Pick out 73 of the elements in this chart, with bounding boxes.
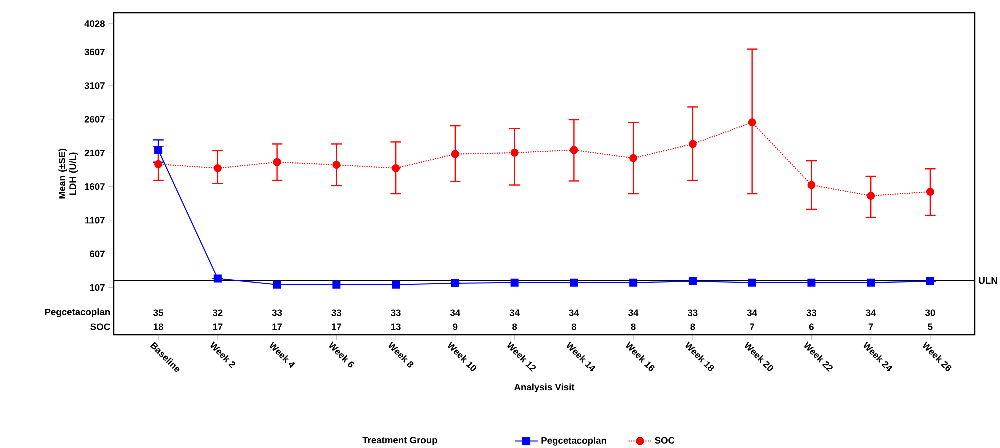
point bbox=[926, 277, 934, 286]
point bbox=[154, 146, 163, 154]
point bbox=[273, 280, 282, 289]
annotation: 33 bbox=[332, 310, 342, 316]
y-tick-label: 1607 bbox=[85, 184, 105, 190]
annotation: 9 bbox=[453, 324, 458, 330]
y-tick-label: 3107 bbox=[84, 82, 105, 90]
y-axis-title: Mean (±SE) LDH (U/L) bbox=[58, 149, 78, 199]
annotation: 8 bbox=[572, 324, 576, 330]
point bbox=[273, 158, 282, 166]
point bbox=[214, 164, 222, 172]
annotation: 34 bbox=[450, 310, 461, 316]
point bbox=[808, 181, 816, 190]
point bbox=[392, 164, 400, 172]
y-tick-label: 607 bbox=[90, 250, 105, 258]
point bbox=[570, 278, 578, 287]
annotation: 32 bbox=[212, 310, 223, 316]
point bbox=[510, 148, 519, 157]
point bbox=[392, 280, 400, 289]
annotation: 17 bbox=[332, 324, 342, 330]
annotation: 8 bbox=[512, 324, 518, 330]
point bbox=[867, 278, 876, 287]
point bbox=[808, 278, 816, 287]
annotation: 7 bbox=[750, 324, 754, 330]
point bbox=[867, 192, 876, 200]
annotation: 7 bbox=[868, 324, 874, 330]
annotation: 35 bbox=[154, 310, 164, 316]
annotation: 33 bbox=[688, 310, 698, 316]
annotation: 5 bbox=[928, 324, 933, 330]
annotation: 17 bbox=[213, 324, 223, 330]
annotation: 33 bbox=[806, 310, 817, 316]
y-tick-label: 1107 bbox=[86, 217, 105, 224]
annotation: 18 bbox=[154, 324, 164, 330]
point bbox=[630, 154, 638, 162]
annotation: 34 bbox=[866, 310, 876, 316]
annotation: 34 bbox=[747, 310, 758, 316]
y-tick-label: 3607 bbox=[84, 48, 105, 56]
point bbox=[630, 278, 638, 287]
annotation: 6 bbox=[809, 324, 814, 330]
y-tick-label: 2607 bbox=[84, 116, 105, 123]
annotation: 17 bbox=[272, 324, 282, 330]
point bbox=[926, 188, 934, 196]
legend-label: SOC bbox=[655, 437, 675, 444]
ref-line-label: ULN bbox=[979, 278, 998, 284]
annotation: 13 bbox=[391, 324, 401, 330]
annotation: 34 bbox=[510, 310, 520, 316]
point bbox=[451, 150, 460, 158]
point bbox=[748, 118, 756, 127]
y-tick-label: 107 bbox=[90, 284, 105, 292]
annotation: 30 bbox=[925, 310, 936, 316]
point bbox=[688, 277, 697, 286]
point bbox=[332, 280, 341, 289]
annotation: 34 bbox=[569, 310, 580, 316]
point bbox=[570, 146, 578, 154]
point bbox=[510, 278, 519, 287]
point bbox=[154, 160, 163, 168]
x-axis-title: Analysis Visit bbox=[514, 384, 575, 392]
text: Pegcetacoplan bbox=[45, 308, 110, 318]
y-tick-label: 2107 bbox=[84, 150, 105, 156]
point bbox=[332, 161, 341, 170]
point bbox=[688, 140, 697, 148]
annotation: 33 bbox=[272, 310, 282, 316]
annotation: 33 bbox=[391, 310, 401, 316]
point bbox=[214, 274, 222, 283]
point bbox=[748, 278, 756, 287]
legend-title: Treatment Group bbox=[362, 437, 438, 446]
text: SOC bbox=[90, 324, 110, 330]
annotation: 8 bbox=[631, 324, 636, 330]
annotation: 34 bbox=[628, 310, 639, 316]
y-tick-label: 4028 bbox=[84, 20, 105, 28]
legend-label: Pegcetacoplan bbox=[542, 437, 606, 446]
point bbox=[451, 280, 460, 288]
annotation: 8 bbox=[690, 324, 696, 330]
